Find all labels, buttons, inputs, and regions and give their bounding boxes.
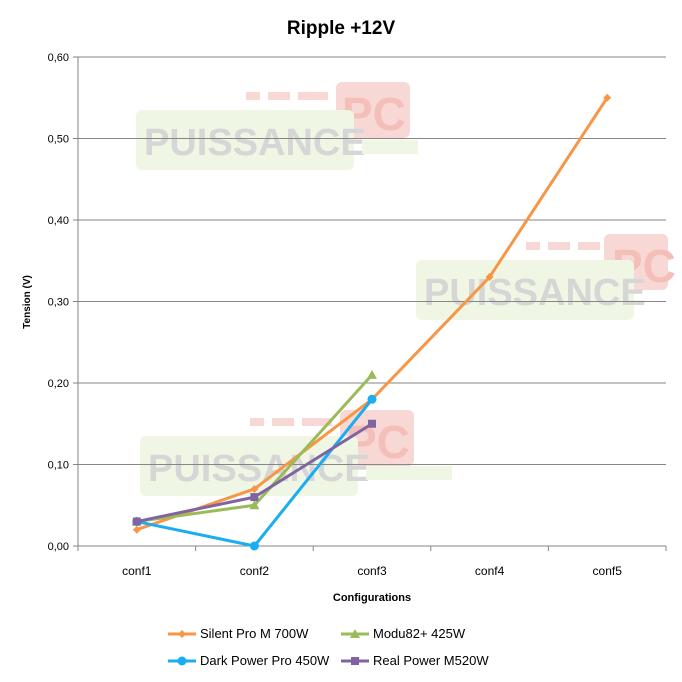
series-4 — [132, 419, 376, 526]
legend-marker — [177, 656, 187, 665]
svg-text:PUISSANCE: PUISSANCE — [144, 122, 366, 164]
y-tick-label: 0,50 — [48, 134, 69, 146]
watermark-2: PC PUISSANCE — [416, 234, 676, 320]
watermark-3: PC PUISSANCE — [140, 410, 452, 496]
legend-marker — [350, 628, 360, 638]
data-point — [249, 500, 260, 510]
legend-swatch — [168, 629, 196, 638]
data-point — [603, 93, 612, 102]
axes — [77, 57, 666, 547]
legend-swatch — [341, 628, 369, 638]
legend-item: Dark Power Pro 450W — [168, 653, 329, 668]
legend-marker — [178, 629, 186, 638]
data-point — [250, 493, 259, 502]
y-tick-label: 0,30 — [48, 297, 69, 309]
x-axis-ticks: conf1 conf2 conf3 conf4 conf5 — [77, 546, 667, 578]
x-tick-label: conf4 — [475, 564, 505, 578]
legend-label: Modu82+ 425W — [373, 626, 466, 641]
data-point — [249, 541, 259, 551]
x-tick-label: conf5 — [593, 564, 623, 578]
chart-title: Ripple +12V — [287, 18, 396, 39]
svg-text:PUISSANCE: PUISSANCE — [148, 448, 370, 490]
data-point — [485, 273, 494, 282]
x-tick-label: conf2 — [240, 564, 270, 578]
data-point — [132, 517, 141, 526]
legend-label: Silent Pro M 700W — [200, 626, 309, 641]
data-point — [250, 484, 259, 493]
svg-text:PUISSANCE: PUISSANCE — [424, 272, 646, 314]
legend-swatch — [341, 656, 369, 665]
y-axis-label: Tension (V) — [22, 275, 33, 329]
legend-item: Real Power M520W — [341, 653, 489, 668]
x-tick-label: conf1 — [122, 564, 152, 578]
legend-label: Real Power M520W — [373, 653, 489, 668]
x-axis-label: Configurations — [333, 592, 411, 604]
data-point — [132, 525, 141, 534]
x-tick-label: conf3 — [357, 564, 387, 578]
data-point — [367, 394, 377, 404]
y-tick-label: 0,00 — [48, 541, 69, 553]
watermark-1: PC PUISSANCE — [136, 82, 418, 170]
legend-item: Silent Pro M 700W — [168, 626, 308, 641]
y-tick-label: 0,10 — [48, 460, 69, 472]
legend-marker — [351, 656, 359, 665]
legend-label: Dark Power Pro 450W — [200, 653, 330, 668]
series-group — [131, 93, 612, 551]
data-point — [367, 369, 377, 379]
y-tick-label: 0,60 — [48, 52, 69, 64]
y-axis-ticks: 0,00 0,10 0,20 0,30 0,40 0,50 0,60 — [48, 52, 78, 553]
y-tick-label: 0,20 — [48, 378, 69, 390]
legend-item: Modu82+ 425W — [341, 626, 465, 641]
data-point — [368, 419, 376, 428]
y-tick-label: 0,40 — [48, 215, 69, 227]
legend-swatch — [168, 656, 196, 665]
